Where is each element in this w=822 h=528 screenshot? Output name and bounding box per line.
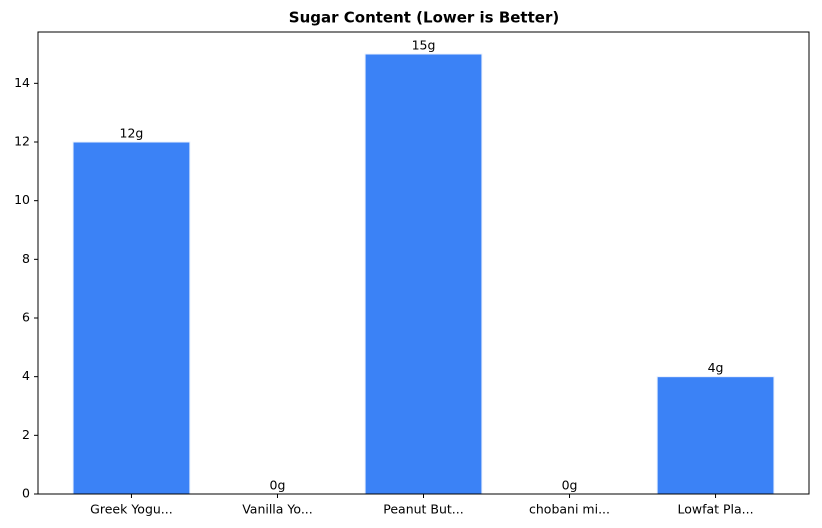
x-tick-label: Greek Yogu... [90, 502, 173, 517]
plot-frame [37, 31, 810, 495]
y-tick-label: 8 [22, 251, 30, 266]
value-label: 0g [270, 478, 286, 493]
value-label: 0g [562, 478, 578, 493]
value-label: 12g [120, 126, 144, 141]
value-label: 15g [412, 38, 436, 53]
bar [72, 141, 191, 495]
x-tick-label: Lowfat Pla... [677, 502, 753, 517]
x-tick-label: Peanut But... [383, 502, 463, 517]
bar [364, 53, 483, 495]
y-tick-label: 12 [14, 134, 30, 149]
y-tick-label: 2 [22, 427, 30, 442]
x-tick-label: Vanilla Yo... [242, 502, 313, 517]
y-tick-label: 14 [14, 75, 30, 90]
x-tick-label: chobani mi... [529, 502, 610, 517]
chart-title: Sugar Content (Lower is Better) [289, 9, 559, 27]
y-tick-label: 6 [22, 310, 30, 325]
value-label: 4g [708, 360, 724, 375]
bar [656, 376, 775, 495]
y-tick-label: 0 [22, 486, 30, 501]
y-tick-label: 10 [14, 192, 30, 207]
y-tick-label: 4 [22, 368, 30, 383]
